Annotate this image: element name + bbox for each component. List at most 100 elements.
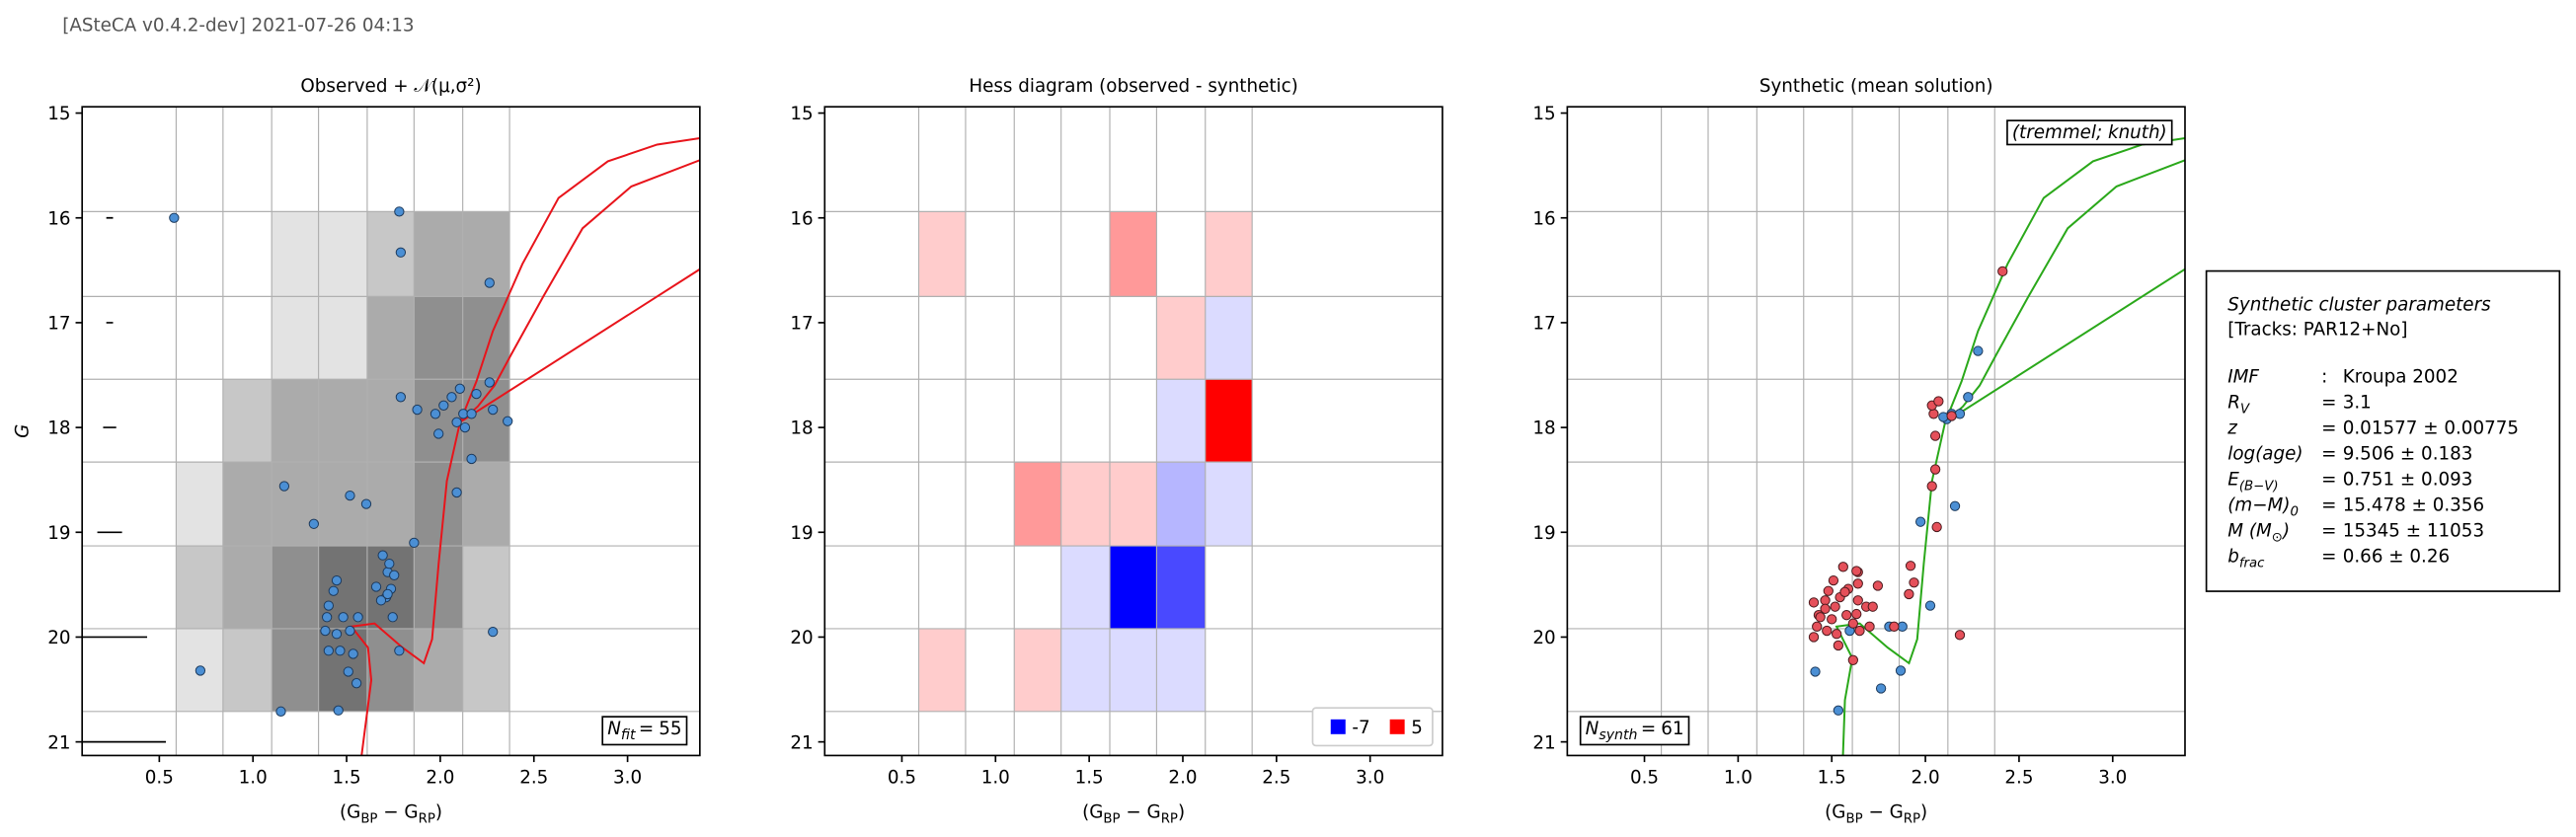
hess-cell — [965, 296, 1015, 380]
plot-area — [824, 107, 1443, 756]
x-tick-label: 2.0 — [426, 768, 454, 789]
label-part: R — [2227, 393, 2240, 414]
star — [394, 206, 405, 217]
annotation-value: 55 — [659, 719, 681, 739]
x-tick-label: 2.0 — [1912, 768, 1940, 789]
star — [1924, 600, 1936, 611]
hess-cell — [366, 462, 415, 547]
star — [395, 247, 407, 258]
x-tick-label: 1.5 — [332, 768, 360, 789]
hess-cell — [965, 546, 1015, 629]
hess-cell — [318, 211, 367, 297]
star — [323, 600, 334, 611]
parameter-sep: = — [2321, 444, 2336, 465]
label-part: − G — [1121, 802, 1161, 823]
parameter-value: 9.506 ± 0.183 — [2343, 444, 2473, 465]
star — [1946, 411, 1957, 421]
hess-cell — [462, 546, 510, 629]
hess-cell — [1156, 462, 1206, 547]
legend-label: -7 — [1352, 718, 1369, 738]
parameter-label: (m−M)0 — [2227, 495, 2299, 520]
label-part: − G — [1863, 802, 1904, 823]
y-tick-label: 16 — [1532, 208, 1555, 229]
hess-cell — [1014, 628, 1061, 712]
hess-cell — [318, 296, 367, 380]
annotation-box — [2006, 119, 2173, 146]
star — [1833, 705, 1844, 716]
star — [195, 665, 206, 676]
label-part: BP — [1845, 812, 1862, 827]
star — [278, 481, 290, 492]
star — [320, 625, 331, 637]
parameter-value: 0.66 ± 0.26 — [2343, 546, 2450, 567]
parameter-label: log(age) — [2227, 444, 2303, 465]
label-part: ) — [435, 802, 442, 823]
star — [352, 612, 363, 623]
annotation: Nsynth = 61 — [1586, 719, 1684, 743]
star — [328, 585, 339, 596]
label-part: frac — [2239, 556, 2265, 571]
label-part: RP — [1904, 812, 1920, 827]
star — [1833, 640, 1844, 651]
annotation-symbol: N — [607, 719, 621, 739]
axes-frame — [823, 106, 1444, 757]
hess-cell — [965, 462, 1015, 547]
y-tick-label: 21 — [790, 732, 813, 753]
parameter-sep: = — [2321, 495, 2336, 516]
star — [1875, 683, 1887, 694]
x-tick-label: 3.0 — [2098, 768, 2127, 789]
star — [1831, 629, 1842, 640]
label-part: (G — [340, 802, 360, 823]
y-tick-label: 17 — [1532, 314, 1555, 335]
parameter-value: 15345 ± 11053 — [2343, 520, 2484, 541]
star — [1997, 266, 2008, 277]
hess-cell — [222, 462, 273, 547]
hess-cell — [222, 379, 273, 463]
hess-cell — [176, 379, 223, 463]
star — [438, 400, 449, 411]
hess-cell — [918, 462, 966, 547]
star — [1820, 595, 1831, 606]
hess-cell — [1156, 379, 1206, 463]
star — [370, 581, 382, 592]
parameter-label: IMF — [2227, 367, 2259, 388]
star — [345, 490, 355, 501]
x-tick-label: 1.0 — [1724, 768, 1753, 789]
parameter-label: M (M⊙) — [2227, 520, 2290, 545]
star — [1820, 603, 1831, 614]
legend-frame — [1311, 707, 1434, 747]
hess-cell — [176, 546, 223, 629]
hess-cell — [366, 211, 415, 297]
label-part: BP — [360, 812, 377, 827]
parameter-sep: : — [2321, 367, 2327, 388]
star — [1847, 618, 1859, 629]
y-tick-label: 20 — [1532, 628, 1555, 648]
label-part: − G — [377, 802, 418, 823]
y-tick-label: 16 — [47, 208, 70, 229]
parameter-label: bfrac — [2227, 546, 2265, 571]
parameter-value: 0.01577 ± 0.00775 — [2343, 418, 2519, 439]
star — [459, 421, 471, 433]
star — [1867, 601, 1878, 612]
x-tick-label: 2.5 — [519, 768, 548, 789]
y-tick-label: 15 — [1532, 104, 1555, 124]
label-part: IMF — [2227, 367, 2259, 388]
label-part: log(age) — [2227, 444, 2303, 465]
star — [1889, 621, 1900, 632]
star — [343, 666, 353, 677]
legend-label: 5 — [1411, 718, 1423, 738]
hess-cell — [222, 211, 273, 297]
y-tick-label: 15 — [47, 104, 70, 124]
hess-cell — [222, 628, 273, 712]
hess-cell — [1156, 546, 1206, 629]
star — [335, 646, 346, 656]
hess-cell — [462, 462, 510, 547]
y-tick-label: 16 — [790, 208, 813, 229]
plot-area — [82, 107, 700, 756]
y-tick-label: 20 — [790, 628, 813, 648]
label-part: (B−V) — [2239, 480, 2279, 495]
parameter-value: 0.751 ± 0.093 — [2343, 470, 2473, 491]
star — [1931, 521, 1942, 533]
x-axis-label: (GBP − GRP) — [1825, 802, 1927, 827]
